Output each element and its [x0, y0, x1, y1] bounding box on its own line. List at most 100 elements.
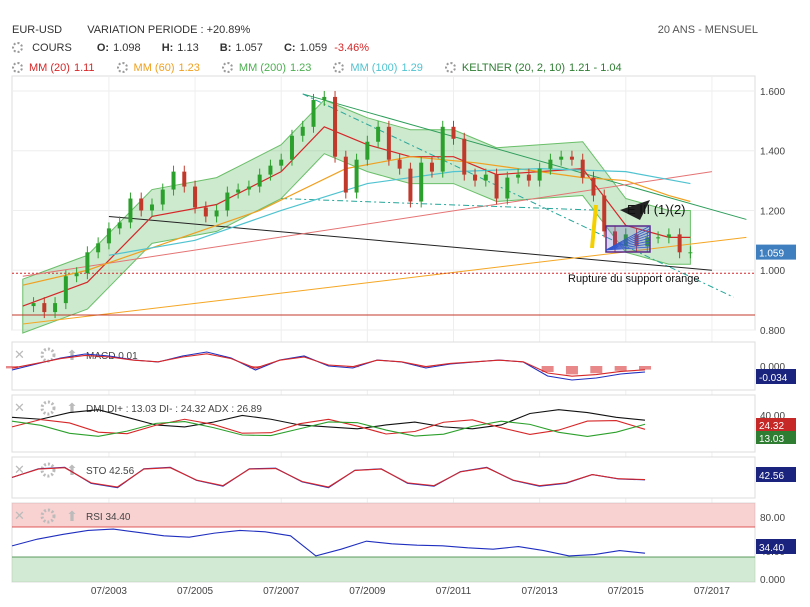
- indicator-row: MM (20) 1.11 MM (60) 1.23 MM (200) 1.23 MM (10…: [12, 62, 644, 74]
- gear-icon: [40, 400, 56, 416]
- candle: [96, 243, 101, 253]
- indicator-label: MM (20): [29, 62, 70, 74]
- x-tick: 07/2013: [522, 586, 559, 597]
- fan-line: [605, 243, 651, 251]
- candle: [128, 198, 133, 223]
- candle: [74, 273, 79, 277]
- price-tick: 0.800: [760, 326, 785, 337]
- close-icon: ✕: [14, 348, 25, 363]
- candle: [193, 186, 198, 208]
- change-value: -3.46%: [334, 42, 370, 54]
- price-tick: 1.000: [760, 266, 785, 277]
- high-value: 1.13: [177, 42, 199, 54]
- candle: [408, 168, 413, 202]
- fan-line: [605, 228, 651, 251]
- dmi-badge-text: 24.32: [759, 421, 784, 432]
- candle: [688, 252, 693, 254]
- candle: [268, 165, 273, 175]
- candle: [160, 189, 165, 205]
- period-label[interactable]: 20 ANS - MENSUEL: [657, 24, 758, 36]
- candle: [537, 168, 542, 181]
- gear-icon[interactable]: [333, 62, 345, 73]
- candle: [257, 174, 262, 187]
- macd-panel: [11, 341, 756, 391]
- symbol: EUR-USD: [12, 24, 63, 36]
- panel-label: STO 42.56: [86, 466, 135, 477]
- candle: [246, 186, 251, 190]
- arrow-icon: ⬆: [66, 509, 78, 525]
- gear-icon[interactable]: [12, 42, 23, 53]
- candle: [548, 159, 553, 169]
- price-tick: 1.600: [760, 87, 785, 98]
- sto-panel: [11, 456, 756, 499]
- candle: [451, 126, 456, 139]
- indicator-label: MM (60): [133, 62, 175, 74]
- macd-badge-text: -0.034: [759, 373, 788, 384]
- variation-text: VARIATION PERIODE : +20.89%: [87, 24, 251, 36]
- close-icon: ✕: [14, 509, 25, 524]
- macd-hist: [249, 366, 262, 369]
- indicator-value: 1.29: [401, 62, 423, 74]
- rsi-oversold-zone: [12, 557, 755, 582]
- gear-icon[interactable]: [12, 62, 23, 73]
- candle: [214, 210, 219, 217]
- candle: [569, 156, 574, 160]
- candle: [354, 159, 359, 193]
- candle: [203, 207, 208, 217]
- rsi-badge: [756, 539, 796, 554]
- elliott-label: E III (1)(2): [627, 202, 686, 217]
- trendline: [108, 215, 712, 271]
- panel-label: DMI DI+ : 13.03 DI- : 24.32 ADX : 26.89: [86, 404, 262, 415]
- open-value: 1.098: [113, 42, 141, 54]
- di-plus-line: [11, 420, 646, 437]
- fan-line: [605, 246, 651, 251]
- rsi-tick: 0.000: [760, 575, 785, 586]
- candle: [634, 234, 639, 247]
- dmi-tick: 40.00: [760, 411, 785, 422]
- x-tick: 07/2015: [608, 586, 645, 597]
- candle: [386, 126, 391, 160]
- macd-hist: [541, 366, 554, 372]
- macd-badge: [756, 369, 796, 384]
- open-label: O:: [96, 42, 110, 54]
- sto-d-line: [11, 467, 646, 488]
- yellow-marker: [590, 204, 598, 249]
- gear-icon: [40, 508, 56, 524]
- macd-hist: [6, 366, 18, 369]
- candle: [106, 228, 111, 244]
- candle: [505, 177, 510, 199]
- candle: [656, 237, 661, 239]
- indicator-value: 1.11: [73, 62, 95, 74]
- candle: [473, 174, 478, 181]
- trendline: [22, 171, 713, 277]
- macd-hist: [614, 366, 627, 371]
- candle: [613, 231, 618, 247]
- candle: [182, 171, 187, 187]
- keltner-band: [22, 99, 691, 334]
- sto-badge-text: 42.56: [759, 471, 784, 482]
- close-label: C:: [283, 42, 296, 54]
- sto-k-line: [11, 466, 646, 489]
- last-price-badge: [756, 244, 796, 260]
- adx-line: [11, 409, 646, 430]
- panel-label: RSI 34.40: [86, 512, 131, 523]
- candle: [289, 135, 294, 160]
- gear-icon[interactable]: [116, 62, 128, 73]
- gear-icon[interactable]: [221, 62, 233, 73]
- trendline: [302, 93, 734, 298]
- fan-line: [605, 237, 651, 251]
- candle: [63, 276, 68, 304]
- gear-icon[interactable]: [444, 62, 456, 73]
- candle: [311, 99, 316, 127]
- candle: [397, 159, 402, 169]
- rsi-badge-text: 34.40: [759, 543, 784, 554]
- candle: [171, 171, 176, 190]
- macd-hist: [590, 366, 603, 374]
- fan-line: [605, 240, 651, 251]
- macd-hist: [346, 366, 359, 368]
- candle: [85, 252, 90, 274]
- candle: [322, 96, 327, 100]
- rsi-tick: 80.00: [760, 513, 785, 524]
- candle: [591, 177, 596, 196]
- candle: [149, 204, 154, 211]
